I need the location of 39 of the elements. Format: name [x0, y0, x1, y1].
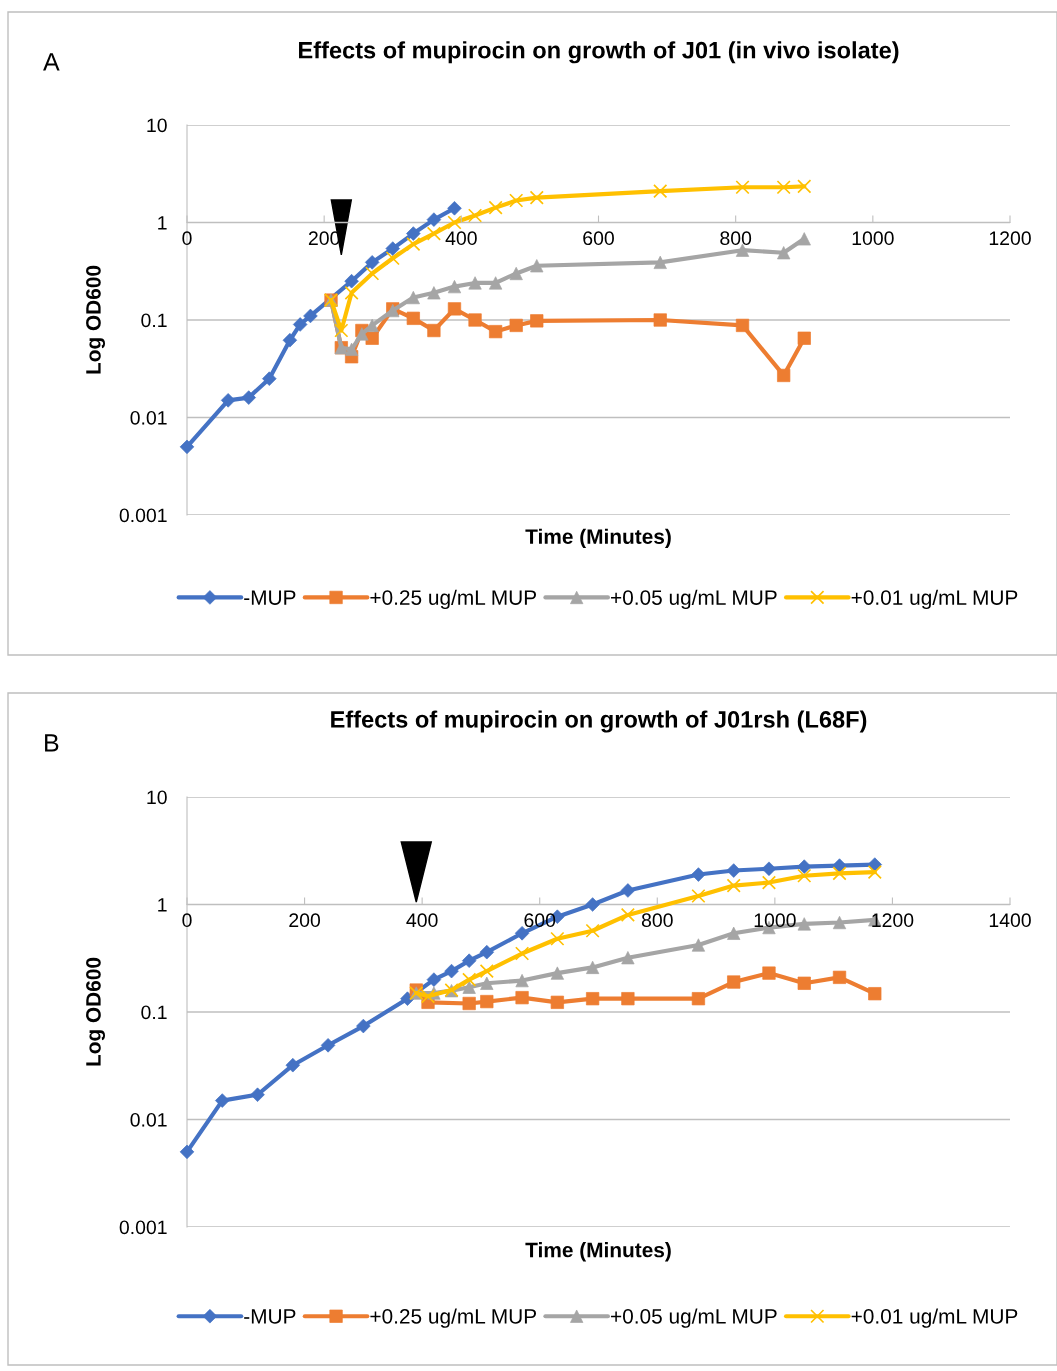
x-tick-label: 1000 — [852, 231, 894, 246]
x-tick-label: 0 — [182, 913, 192, 928]
y-tick-label: 0.001 — [119, 508, 167, 523]
y-tick-label: 10 — [147, 118, 167, 133]
chart-title: Effects of mupirocin on growth of J01rsh (L68F) — [331, 710, 867, 733]
text: B — [45, 734, 59, 752]
legend-label: +0.01 ug/mL MUP — [851, 1308, 1018, 1328]
legend-label: +0.25 ug/mL MUP — [370, 1308, 537, 1328]
x-tick-label: 0 — [182, 231, 192, 246]
y-tick-label: 0.01 — [130, 410, 167, 425]
x-tick-label: 1200 — [872, 913, 914, 928]
y-tick-label: 0.1 — [141, 313, 167, 328]
x-tick-label: 400 — [445, 231, 477, 246]
chart-title: Effects of mupirocin on growth of J01 (in vivo isolate) — [299, 41, 899, 64]
x-tick-label: 800 — [720, 231, 752, 246]
x-axis-title: Time (Minutes) — [525, 1242, 671, 1262]
y-tick-label: 1 — [158, 898, 167, 912]
legend-label: -MUP — [244, 590, 296, 605]
legend-label: +0.05 ug/mL MUP — [611, 1308, 777, 1328]
x-tick-label: 1200 — [989, 231, 1031, 246]
x-tick-label: 400 — [406, 913, 438, 928]
y-tick-label: 0.1 — [141, 1005, 167, 1020]
legend-label: +0.01 ug/mL MUP — [851, 589, 1018, 610]
legend-label: -MUP — [244, 1309, 296, 1324]
text: A — [43, 53, 60, 71]
x-tick-label: 200 — [289, 913, 321, 928]
legend-label: +0.05 ug/mL MUP — [611, 589, 777, 610]
legend-label: +0.25 ug/mL MUP — [370, 589, 537, 610]
x-tick-label: 1400 — [989, 913, 1031, 928]
y-tick-label: 10 — [147, 790, 167, 805]
y-tick-label: 0.001 — [119, 1220, 167, 1235]
x-tick-label: 800 — [641, 913, 673, 928]
x-tick-label: 600 — [583, 231, 614, 246]
x-axis-title: Time (Minutes) — [525, 528, 671, 549]
y-tick-label: 0.01 — [130, 1112, 167, 1127]
y-tick-label: 1 — [158, 216, 167, 230]
y-axis-title: Log OD600 — [86, 265, 106, 374]
x-tick-label: 1000 — [754, 913, 796, 928]
y-axis-title: Log OD600 — [86, 957, 106, 1066]
